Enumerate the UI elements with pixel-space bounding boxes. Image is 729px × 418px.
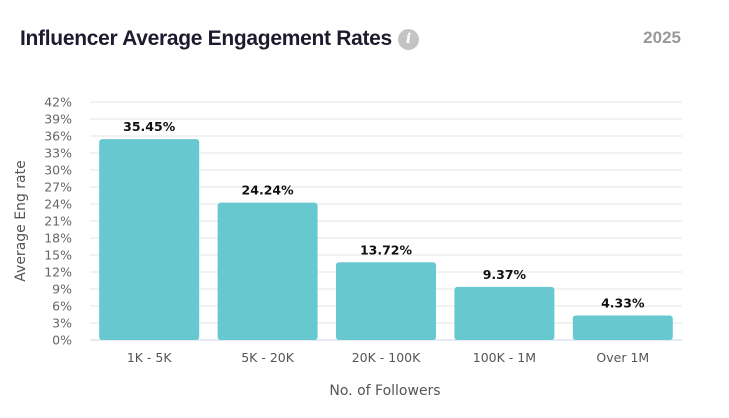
y-tick-label: 30% xyxy=(44,163,72,178)
y-tick-label: 0% xyxy=(52,333,72,348)
bar[interactable] xyxy=(336,262,436,340)
bar[interactable] xyxy=(99,139,200,340)
y-tick-label: 33% xyxy=(44,146,72,161)
y-tick-label: 6% xyxy=(52,299,72,314)
bar[interactable] xyxy=(217,202,318,340)
data-label: 24.24% xyxy=(242,183,295,198)
x-tick-label: 1K - 5K xyxy=(127,350,173,365)
x-tick-label: Over 1M xyxy=(596,350,649,365)
chart-title: Influencer Average Engagement Rates i xyxy=(20,27,419,51)
info-icon[interactable]: i xyxy=(397,29,419,50)
y-tick-label: 15% xyxy=(44,248,72,263)
y-tick-label: 21% xyxy=(44,214,72,229)
x-tick-label: 5K - 20K xyxy=(241,350,295,365)
y-tick-label: 27% xyxy=(44,180,72,195)
bar[interactable] xyxy=(572,315,673,340)
bar[interactable] xyxy=(454,286,555,340)
year-label: 2025 xyxy=(643,28,681,47)
x-axis-label: No. of Followers xyxy=(329,383,440,399)
y-tick-label: 18% xyxy=(44,231,72,246)
data-label: 9.37% xyxy=(483,267,527,282)
y-axis-label: Average Eng rate xyxy=(13,160,29,281)
x-tick-label: 20K - 100K xyxy=(352,350,421,365)
y-tick-label: 36% xyxy=(44,129,72,144)
y-tick-label: 24% xyxy=(44,197,72,212)
y-tick-label: 12% xyxy=(44,265,72,280)
x-tick-label: 100K - 1M xyxy=(473,350,536,365)
data-label: 35.45% xyxy=(123,119,176,134)
y-tick-label: 39% xyxy=(44,112,72,127)
y-tick-label: 42% xyxy=(44,95,72,110)
chart-title-text: Influencer Average Engagement Rates xyxy=(20,27,392,50)
y-tick-label: 9% xyxy=(52,282,72,297)
data-label: 4.33% xyxy=(601,295,645,310)
y-tick-label: 3% xyxy=(52,316,72,331)
data-label: 13.72% xyxy=(360,242,413,257)
